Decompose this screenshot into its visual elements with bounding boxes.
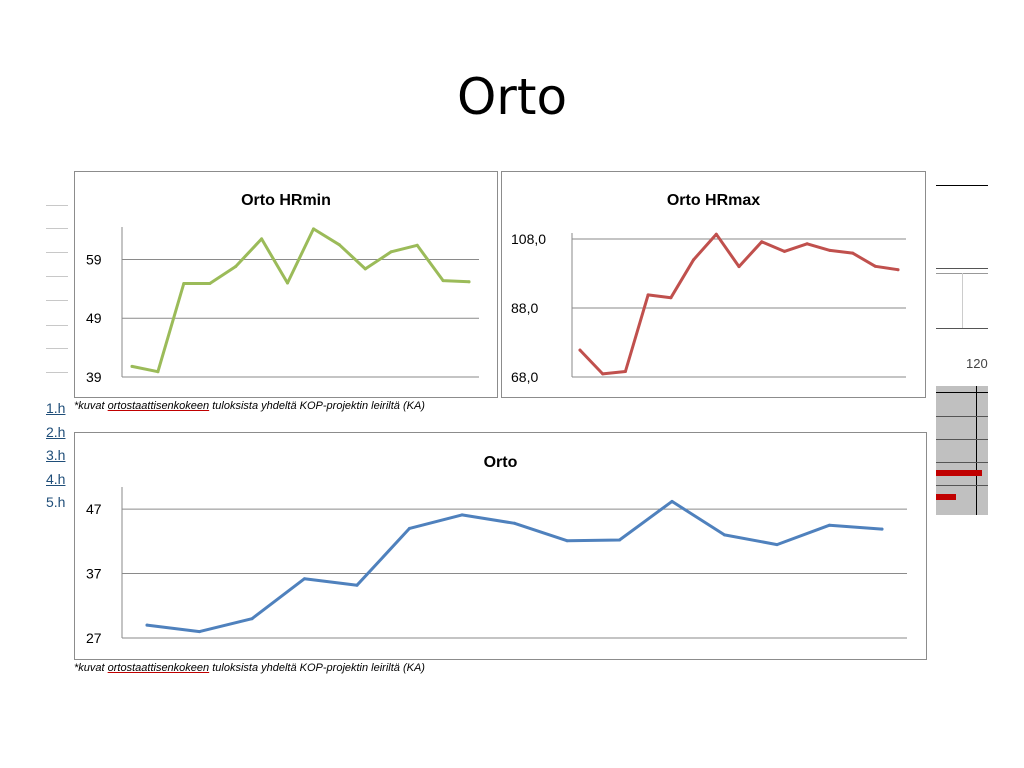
data-point [363, 267, 367, 271]
data-point [156, 370, 160, 374]
background-dash [46, 205, 68, 206]
caption-underlined: ortostaattisenkokeen [107, 400, 210, 412]
background-dash [46, 300, 68, 301]
background-link[interactable]: 4.h [46, 471, 66, 487]
data-point [646, 293, 650, 297]
background-dash [46, 348, 68, 349]
data-point [723, 533, 726, 537]
data-point [460, 513, 464, 517]
data-point [828, 248, 832, 252]
y-tick-label: 108,0 [511, 231, 546, 247]
y-tick-label: 27 [86, 630, 102, 646]
background-dash [46, 372, 68, 373]
data-point [441, 279, 445, 283]
background-dash [46, 325, 68, 326]
data-point [760, 240, 764, 244]
data-point [714, 232, 718, 236]
data-point [618, 538, 621, 542]
slide-title: Orto [456, 68, 568, 126]
data-point [250, 617, 254, 621]
chart-orto-hrmin-svg: Orto HRmin 39 49 59 [86, 192, 479, 385]
data-point [467, 280, 471, 284]
data-point [782, 249, 786, 253]
chart-title: Orto [484, 454, 518, 471]
y-tick-label: 68,0 [511, 369, 538, 385]
background-link[interactable]: 5.h [46, 494, 66, 510]
chart-orto-hrmax-svg: Orto HRmax 68,0 88,0 108,0 [511, 192, 906, 385]
data-point [337, 243, 341, 247]
data-point [670, 499, 674, 503]
caption-top: *kuvat ortostaattisenkokeen tuloksista y… [74, 400, 425, 412]
data-point [851, 251, 855, 255]
y-tick-label: 47 [86, 501, 102, 517]
caption-prefix: *kuvat [74, 662, 108, 674]
caption-suffix: tuloksista yhdeltä KOP-projektin leirilt… [209, 662, 425, 674]
background-link[interactable]: 3.h [46, 447, 66, 463]
data-point [303, 577, 306, 581]
data-point [208, 282, 212, 285]
background-table-fragment: 120 [936, 180, 988, 515]
chart-title: Orto HRmin [241, 192, 331, 209]
data-point [312, 227, 315, 231]
chart-orto-svg: Orto 27 37 47 [86, 454, 907, 646]
background-dash [46, 276, 68, 277]
y-tick-label: 39 [86, 369, 102, 385]
data-point [896, 268, 900, 272]
series-line [145, 499, 884, 634]
chart-orto-hrmin: Orto HRmin 39 49 59 [74, 171, 498, 398]
caption-underlined: ortostaattisenkokeen [107, 662, 210, 674]
data-point [873, 264, 877, 268]
data-point [145, 623, 149, 627]
background-number: 120 [966, 356, 988, 371]
data-point [260, 237, 264, 241]
series-line [578, 232, 900, 376]
data-point [828, 523, 831, 527]
background-dash [46, 252, 68, 253]
data-point [513, 521, 516, 525]
y-tick-label: 49 [86, 310, 102, 326]
chart-orto: Orto 27 37 47 [74, 432, 927, 660]
caption-suffix: tuloksista yhdeltä KOP-projektin leirilt… [209, 400, 425, 412]
background-link[interactable]: 1.h [46, 400, 66, 416]
data-point [355, 583, 359, 587]
y-tick-label: 88,0 [511, 300, 538, 316]
data-point [389, 250, 393, 254]
background-link[interactable]: 2.h [46, 424, 66, 440]
data-point [578, 348, 582, 352]
data-point [198, 630, 201, 634]
series-line [130, 227, 471, 374]
data-point [692, 258, 696, 262]
data-point [182, 282, 186, 285]
data-point [286, 281, 289, 285]
data-point [415, 243, 419, 247]
data-point [669, 296, 673, 300]
chart-orto-hrmax: Orto HRmax 68,0 88,0 108,0 [501, 171, 926, 398]
background-dash [46, 228, 68, 229]
data-point [130, 364, 134, 368]
data-point [234, 265, 238, 268]
data-point [737, 265, 741, 269]
chart-title: Orto HRmax [667, 192, 760, 209]
data-point [565, 539, 569, 543]
caption-bottom: *kuvat ortostaattisenkokeen tuloksista y… [74, 662, 425, 674]
data-point [775, 543, 779, 547]
data-point [880, 527, 884, 531]
y-tick-label: 59 [86, 251, 102, 267]
y-tick-label: 37 [86, 566, 102, 582]
data-point [805, 242, 809, 246]
caption-prefix: *kuvat [74, 400, 108, 412]
data-point [408, 526, 411, 530]
data-point [623, 370, 627, 373]
data-point [601, 372, 605, 376]
